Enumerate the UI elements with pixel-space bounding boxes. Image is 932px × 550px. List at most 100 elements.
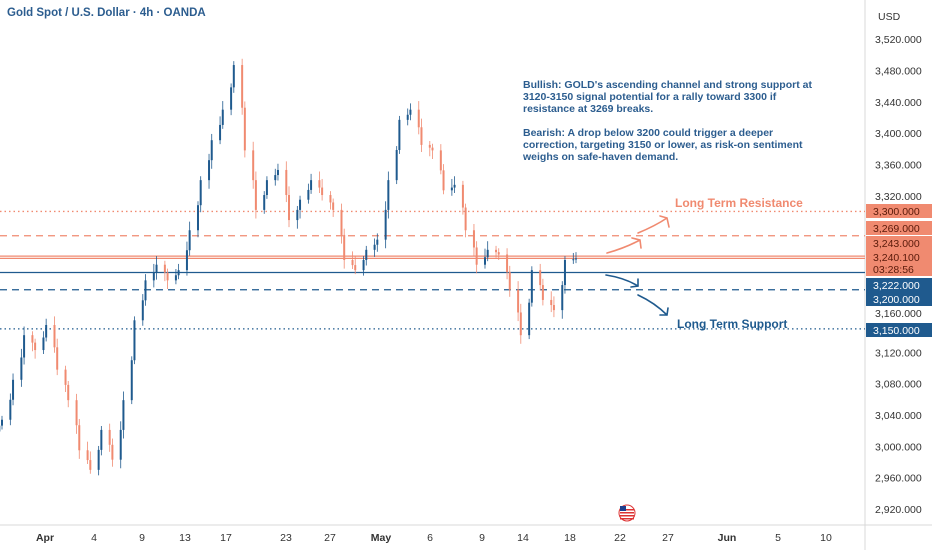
x-tick-label: 18 bbox=[564, 532, 576, 544]
candle-body bbox=[296, 209, 299, 221]
candle-body bbox=[318, 180, 321, 188]
candle-body bbox=[144, 280, 147, 301]
candle-body bbox=[141, 300, 144, 321]
candle-body bbox=[243, 107, 246, 151]
candle-body bbox=[86, 450, 89, 461]
candle-body bbox=[185, 250, 188, 271]
candle-body bbox=[163, 264, 166, 273]
candle-body bbox=[539, 270, 542, 286]
x-tick-label: 6 bbox=[427, 532, 433, 544]
bullish-note: Bullish: GOLD's ascending channel and st… bbox=[523, 79, 812, 115]
x-tick-label: 14 bbox=[517, 532, 529, 544]
candle-body bbox=[230, 87, 233, 110]
candle-body bbox=[133, 320, 136, 361]
candle-body bbox=[373, 244, 376, 250]
x-tick-label: 27 bbox=[324, 532, 336, 544]
candle-body bbox=[155, 264, 158, 273]
y-tick-label: 3,520.000 bbox=[875, 34, 922, 46]
candle-body bbox=[219, 124, 222, 141]
candle-body bbox=[472, 230, 475, 248]
candle-body bbox=[483, 257, 486, 265]
level-price-tag bbox=[866, 221, 932, 235]
x-tick-label: 13 bbox=[179, 532, 191, 544]
candle-body bbox=[464, 207, 467, 231]
level-price-label: 3,269.000 bbox=[873, 223, 920, 235]
candle-body bbox=[530, 270, 533, 303]
candle-body bbox=[20, 357, 23, 380]
candle-body bbox=[78, 425, 81, 451]
candle-body bbox=[439, 150, 442, 171]
candle-body bbox=[461, 184, 464, 208]
candle-body bbox=[332, 202, 335, 210]
x-tick-label: 23 bbox=[280, 532, 292, 544]
level-name-label: Long Term Resistance bbox=[675, 196, 803, 210]
candle-body bbox=[276, 169, 279, 176]
candle-body bbox=[263, 195, 266, 210]
level-price-label: 3,240.100 bbox=[873, 252, 920, 264]
chart-title: Gold Spot / U.S. Dollar · 4h · OANDA bbox=[7, 7, 206, 19]
y-tick-label: 3,000.000 bbox=[875, 441, 922, 453]
x-tick-label: Jun bbox=[718, 532, 737, 544]
candle-body bbox=[177, 270, 180, 276]
annotation-arrows bbox=[605, 215, 670, 316]
candle-body bbox=[89, 460, 92, 470]
flag-stripe bbox=[620, 515, 634, 517]
candle-body bbox=[528, 302, 531, 336]
candle-body bbox=[265, 180, 268, 196]
candle-body bbox=[12, 379, 15, 400]
bearish-note: Bearish: A drop below 3200 could trigger… bbox=[523, 127, 803, 163]
candle-body bbox=[506, 254, 509, 273]
candle-body bbox=[254, 180, 257, 210]
candle-body bbox=[398, 119, 401, 150]
candle-body bbox=[64, 369, 67, 385]
candle-body bbox=[31, 335, 34, 343]
candle-body bbox=[486, 249, 489, 258]
arrow-down-icon bbox=[637, 294, 669, 316]
y-tick-label: 3,120.000 bbox=[875, 347, 922, 359]
level-price-tag bbox=[866, 292, 932, 306]
flag-stripe bbox=[620, 512, 634, 514]
x-tick-label: Apr bbox=[36, 532, 54, 544]
level-price-tag bbox=[866, 204, 932, 218]
candle-body bbox=[550, 299, 553, 306]
y-tick-label: 3,440.000 bbox=[875, 97, 922, 109]
x-tick-label: 5 bbox=[775, 532, 781, 544]
candle-body bbox=[130, 360, 133, 401]
candle-body bbox=[56, 347, 59, 370]
arrow-down-icon bbox=[605, 274, 639, 288]
candle-body bbox=[442, 170, 445, 191]
x-tick-label: 9 bbox=[139, 532, 145, 544]
candle-body bbox=[387, 180, 390, 210]
candle-body bbox=[365, 249, 368, 261]
candle-body bbox=[351, 260, 354, 266]
candle-body bbox=[420, 127, 423, 145]
candle-body bbox=[100, 429, 103, 450]
x-tick-label: 4 bbox=[91, 532, 97, 544]
candle-body bbox=[508, 272, 511, 290]
arrow-up-icon bbox=[606, 237, 642, 254]
candle-body bbox=[23, 335, 26, 358]
candle-body bbox=[45, 324, 48, 338]
candle-body bbox=[152, 272, 155, 281]
candle-body bbox=[53, 324, 56, 348]
x-tick-label: 27 bbox=[662, 532, 674, 544]
x-tick-label: 9 bbox=[479, 532, 485, 544]
candle-body bbox=[1, 419, 3, 426]
candle-body bbox=[541, 285, 544, 300]
candle-body bbox=[575, 258, 577, 260]
candle-body bbox=[75, 400, 78, 426]
flag-stripe bbox=[620, 509, 634, 511]
candle-body bbox=[343, 234, 346, 261]
candle-body bbox=[210, 140, 213, 161]
level-price-label: 3,150.000 bbox=[873, 325, 920, 337]
candle-body bbox=[188, 230, 191, 251]
candle-body bbox=[34, 342, 37, 351]
level-price-label: 3,243.000 bbox=[873, 238, 920, 250]
y-tick-label: 3,080.000 bbox=[875, 379, 922, 391]
x-tick-label: 10 bbox=[820, 532, 832, 544]
candle-body bbox=[108, 429, 111, 445]
candle-body bbox=[431, 147, 434, 151]
candle-body bbox=[307, 189, 310, 200]
candle-body bbox=[453, 184, 456, 188]
